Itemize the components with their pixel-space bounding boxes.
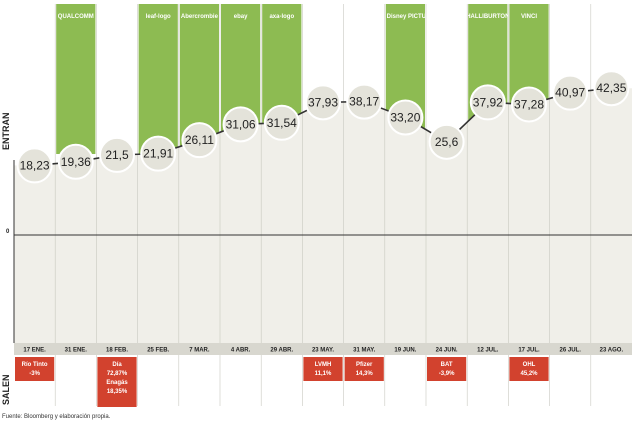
date-label-2: 18 FEB. xyxy=(106,348,128,354)
entran-logo-7: VINCI xyxy=(521,14,537,20)
value-label-10: 25,6 xyxy=(435,135,459,149)
date-label-4: 7 MAR. xyxy=(189,348,210,354)
salen-text-1-3: 18,35% xyxy=(107,389,128,395)
value-label-7: 37,93 xyxy=(308,95,338,109)
source-note: Fuente: Bloomberg y elaboración propia. xyxy=(2,414,111,420)
value-point-4 xyxy=(181,122,218,159)
date-label-5: 4 ABR. xyxy=(231,348,251,354)
zero-label: 0 xyxy=(6,229,10,235)
entran-column-1 xyxy=(138,4,178,154)
value-label-0: 18,23 xyxy=(20,158,50,172)
value-label-12: 37,28 xyxy=(514,97,544,111)
value-label-2: 21,5 xyxy=(105,148,129,162)
salen-box-3 xyxy=(344,357,384,381)
value-label-1: 19,36 xyxy=(61,155,91,169)
date-label-13: 26 JUL. xyxy=(560,348,582,354)
salen-box-2 xyxy=(303,357,343,381)
date-label-3: 25 FEB. xyxy=(147,348,169,354)
salen-text-1-0: Día xyxy=(112,362,122,368)
value-point-7 xyxy=(305,84,341,121)
entran-label: ENTRAN xyxy=(1,113,11,151)
salen-text-5-1: 45,2% xyxy=(520,371,538,377)
value-label-13: 40,97 xyxy=(555,86,585,100)
date-label-0: 17 ENE. xyxy=(23,348,46,354)
value-label-6: 31,54 xyxy=(267,116,297,130)
salen-text-4-1: -3,9% xyxy=(439,371,455,377)
date-label-10: 24 JUN. xyxy=(436,348,458,354)
value-point-13 xyxy=(552,74,589,111)
value-label-9: 33,20 xyxy=(390,110,420,124)
entran-column-0 xyxy=(56,4,96,154)
value-point-11 xyxy=(469,84,506,121)
date-label-12: 17 JUL. xyxy=(518,348,540,354)
entran-logo-5: Walt Disney PICTURES xyxy=(373,14,439,20)
entran-logo-3: ebay xyxy=(234,14,248,20)
value-label-4: 26,11 xyxy=(185,133,214,147)
date-label-8: 31 MAY. xyxy=(353,348,375,354)
value-point-3 xyxy=(140,135,177,172)
value-point-5 xyxy=(222,106,259,143)
salen-text-2-1: 11,1% xyxy=(315,371,332,377)
value-label-3: 21,91 xyxy=(143,147,173,161)
entran-logo-2: Abercrombie xyxy=(181,14,219,20)
salen-text-4-0: BAT xyxy=(441,362,453,368)
entran-logo-0: QUALCOMM xyxy=(58,14,94,20)
date-label-9: 19 JUN. xyxy=(394,348,416,354)
salen-text-3-0: Pfizer xyxy=(356,362,373,368)
date-label-1: 31 ENE. xyxy=(65,348,88,354)
value-point-12 xyxy=(511,86,547,123)
salen-text-5-0: OHL xyxy=(523,362,536,368)
entran-logo-6: HALLIBURTON xyxy=(466,14,509,20)
date-band xyxy=(14,343,632,355)
salen-box-1 xyxy=(97,357,137,407)
value-point-2 xyxy=(99,136,135,173)
value-label-14: 42,35 xyxy=(596,81,626,95)
value-point-14 xyxy=(593,70,630,107)
entran-logo-4: axa-logo xyxy=(269,14,294,20)
salen-text-0-0: Río Tinto xyxy=(22,362,48,368)
salen-text-1-2: Enagás xyxy=(106,380,128,386)
salen-text-2-0: LVMH xyxy=(315,362,332,368)
value-point-1 xyxy=(57,143,94,180)
salen-text-0-1: -3% xyxy=(29,371,40,377)
value-label-5: 31,06 xyxy=(226,117,256,131)
salen-text-3-1: 14,3% xyxy=(356,371,374,377)
date-label-7: 23 MAY. xyxy=(312,348,334,354)
date-label-6: 29 ABR. xyxy=(270,348,293,354)
salen-label: SALEN xyxy=(1,374,11,405)
value-point-9 xyxy=(387,99,424,136)
value-point-10 xyxy=(428,123,465,160)
entran-logo-1: leaf-logo xyxy=(146,14,171,20)
date-label-11: 12 JUL. xyxy=(477,348,499,354)
value-point-6 xyxy=(263,104,300,141)
salen-box-5 xyxy=(509,357,549,381)
salen-text-1-1: 72,87% xyxy=(107,371,128,377)
value-label-8: 38,17 xyxy=(349,95,379,109)
value-point-8 xyxy=(346,83,383,120)
value-label-11: 37,92 xyxy=(473,95,503,109)
value-point-0 xyxy=(16,147,53,184)
date-label-14: 23 AGO. xyxy=(600,348,624,354)
salen-box-0 xyxy=(15,357,55,381)
salen-box-4 xyxy=(427,357,467,381)
